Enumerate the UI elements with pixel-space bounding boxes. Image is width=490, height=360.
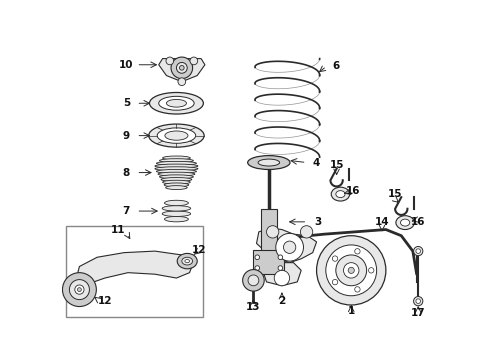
Circle shape (178, 78, 186, 86)
Ellipse shape (167, 99, 187, 107)
Text: 16: 16 (345, 186, 360, 196)
Ellipse shape (163, 156, 190, 160)
Circle shape (368, 267, 374, 273)
Ellipse shape (258, 159, 280, 166)
Text: 3: 3 (315, 217, 322, 227)
Text: 14: 14 (375, 217, 390, 227)
Text: 7: 7 (122, 206, 130, 216)
Text: 8: 8 (123, 167, 130, 177)
Ellipse shape (163, 180, 190, 184)
Circle shape (317, 236, 386, 305)
Circle shape (278, 255, 283, 260)
Circle shape (176, 62, 187, 73)
Bar (261, 209, 276, 251)
Circle shape (70, 280, 89, 300)
Circle shape (248, 275, 259, 286)
Text: 9: 9 (123, 131, 130, 141)
Circle shape (348, 267, 354, 274)
Ellipse shape (165, 200, 188, 206)
Text: 2: 2 (278, 296, 286, 306)
Circle shape (171, 57, 193, 78)
Text: 12: 12 (192, 244, 207, 255)
Circle shape (416, 299, 420, 303)
Circle shape (326, 245, 377, 296)
Bar (253, 249, 284, 274)
Ellipse shape (336, 191, 345, 198)
Ellipse shape (156, 170, 196, 173)
Circle shape (63, 273, 97, 306)
Text: 6: 6 (332, 61, 340, 71)
Ellipse shape (149, 93, 203, 114)
Circle shape (276, 233, 303, 261)
Circle shape (355, 249, 360, 254)
Circle shape (274, 270, 290, 286)
Circle shape (77, 288, 81, 292)
Text: 10: 10 (119, 60, 134, 70)
Ellipse shape (247, 156, 290, 170)
Text: 15: 15 (329, 160, 344, 170)
Ellipse shape (166, 186, 187, 189)
Ellipse shape (158, 172, 195, 176)
Text: 12: 12 (98, 296, 112, 306)
Ellipse shape (177, 253, 197, 269)
Circle shape (166, 57, 173, 65)
Circle shape (332, 256, 338, 261)
Circle shape (255, 255, 260, 260)
Ellipse shape (155, 167, 198, 171)
Circle shape (278, 266, 283, 270)
Ellipse shape (400, 219, 410, 226)
Bar (66, 226, 203, 316)
Ellipse shape (159, 96, 194, 110)
Text: 4: 4 (313, 158, 320, 167)
Ellipse shape (165, 216, 188, 222)
Ellipse shape (149, 124, 204, 147)
Ellipse shape (161, 177, 192, 181)
Ellipse shape (157, 128, 196, 143)
Text: 17: 17 (411, 308, 425, 318)
Text: 13: 13 (246, 302, 261, 311)
Circle shape (267, 226, 279, 238)
Circle shape (75, 285, 84, 294)
Circle shape (300, 226, 313, 238)
Text: 16: 16 (411, 217, 425, 227)
Ellipse shape (396, 216, 415, 230)
Polygon shape (257, 228, 317, 263)
Ellipse shape (331, 187, 350, 201)
Circle shape (336, 255, 367, 286)
Circle shape (416, 249, 420, 253)
Circle shape (243, 270, 264, 291)
Circle shape (355, 287, 360, 292)
Circle shape (283, 241, 296, 253)
Polygon shape (159, 59, 205, 82)
Ellipse shape (160, 159, 194, 163)
Circle shape (190, 57, 197, 65)
Circle shape (414, 297, 423, 306)
Polygon shape (76, 251, 194, 283)
Text: 15: 15 (388, 189, 402, 199)
Ellipse shape (160, 175, 194, 179)
Ellipse shape (185, 260, 190, 263)
Ellipse shape (155, 164, 198, 168)
Ellipse shape (164, 183, 189, 187)
Ellipse shape (162, 211, 191, 216)
Circle shape (332, 279, 338, 285)
Circle shape (343, 263, 359, 278)
Circle shape (255, 266, 260, 270)
Text: 1: 1 (347, 306, 355, 316)
Ellipse shape (182, 257, 193, 265)
Circle shape (179, 66, 184, 70)
Circle shape (414, 247, 423, 256)
Text: 5: 5 (123, 98, 130, 108)
Ellipse shape (165, 131, 188, 140)
Ellipse shape (156, 161, 196, 165)
Ellipse shape (162, 206, 191, 211)
Polygon shape (263, 263, 301, 286)
Text: 11: 11 (111, 225, 125, 235)
